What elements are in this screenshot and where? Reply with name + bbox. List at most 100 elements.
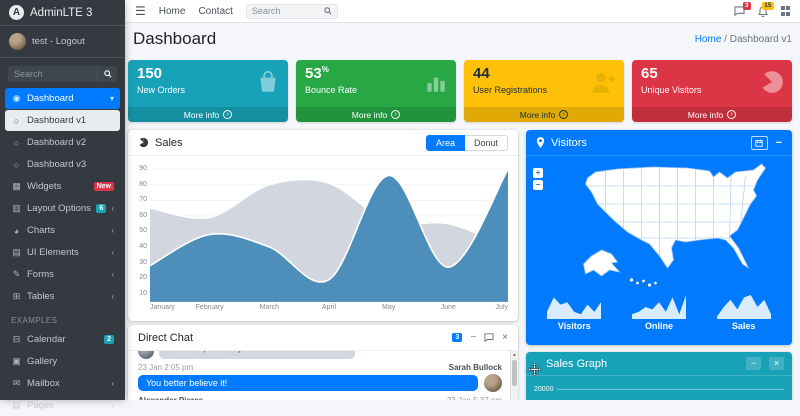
close-icon[interactable]: × — [769, 357, 784, 370]
sidebar-search-input[interactable] — [8, 66, 97, 82]
comments-icon[interactable]: 3 — [734, 6, 745, 16]
scrollbar[interactable]: ▲ — [510, 351, 518, 400]
calendar-tool-button[interactable] — [751, 136, 768, 150]
sidebar-search — [8, 66, 117, 82]
online-sparkline — [632, 293, 686, 319]
stats-bars-icon — [423, 69, 449, 95]
sidebar-item-dashboard-v2[interactable]: ○ Dashboard v2 — [5, 132, 120, 153]
sidebar-search-button[interactable] — [97, 66, 117, 82]
chevron-left-icon: ‹ — [111, 248, 114, 257]
search-icon[interactable] — [324, 7, 332, 15]
map-marker-icon — [536, 137, 545, 148]
y-tick-label: 80 — [139, 181, 147, 188]
x-tick-label: June — [441, 304, 456, 311]
visitors-footer-stats: Visitors Online Sales — [526, 291, 792, 335]
sidebar-item-pages[interactable]: ▤ Pages ‹ — [5, 395, 120, 416]
page-header: Dashboard Home / Dashboard v1 — [133, 29, 792, 49]
chat-count-badge: 3 — [452, 333, 462, 342]
content-area: Dashboard Home / Dashboard v1 150 New Or… — [125, 23, 800, 400]
chat-timestamp: 23 Jan 2:05 pm — [138, 363, 193, 372]
direct-chat-card: Direct Chat 3 − × Is this template reall… — [128, 325, 518, 400]
search-icon — [104, 70, 112, 78]
scrollbar-thumb[interactable] — [512, 360, 517, 386]
sidebar-item-gallery[interactable]: ▣ Gallery — [5, 351, 120, 372]
sidebar-item-widgets[interactable]: ▦ Widgets New — [5, 176, 120, 197]
donut-chart-button[interactable]: Donut — [465, 135, 508, 151]
collapse-button[interactable]: − — [470, 333, 476, 343]
navbar-search-input[interactable] — [252, 6, 320, 16]
hawaii-shape — [630, 278, 657, 286]
copy-icon: ▥ — [11, 203, 22, 214]
map-zoom-out-button[interactable]: − — [533, 180, 543, 190]
sidebar-item-forms[interactable]: ✎ Forms ‹ — [5, 264, 120, 285]
stat-visitors: Visitors — [532, 293, 617, 331]
user-plus-icon — [589, 69, 617, 95]
info-box-bounce-rate: 53% Bounce Rate More info› — [296, 60, 456, 122]
user-registrations-more-info[interactable]: More info› — [464, 107, 624, 122]
unique-visitors-more-info[interactable]: More info› — [632, 107, 792, 122]
scroll-up-arrow-icon[interactable]: ▲ — [511, 352, 518, 358]
y-tick-label: 90 — [139, 165, 147, 172]
hamburger-menu-icon[interactable]: ☰ — [135, 5, 146, 17]
y-tick-label: 40 — [139, 243, 147, 250]
pie-chart-icon — [759, 69, 785, 95]
sidebar-item-dashboard-v1[interactable]: ○ Dashboard v1 — [5, 110, 120, 131]
y-tick-label: 20 — [139, 274, 147, 281]
bounce-rate-more-info[interactable]: More info› — [296, 107, 456, 122]
brand[interactable]: A AdminLTE 3 — [0, 0, 125, 26]
gridline — [557, 389, 784, 390]
sidebar: A AdminLTE 3 test - Logout ◉ Dashboard ▾… — [0, 0, 125, 400]
new-orders-more-info[interactable]: More info› — [128, 107, 288, 122]
sidebar-item-charts[interactable]: ◕ Charts ‹ — [5, 220, 120, 241]
breadcrumb-home[interactable]: Home — [695, 34, 722, 45]
sales-graph-title: Sales Graph — [546, 358, 607, 370]
collapse-button[interactable]: − — [746, 357, 761, 370]
user-panel[interactable]: test - Logout — [0, 26, 125, 58]
info-box-row: 150 New Orders More info› 53% Bounce Rat… — [128, 60, 792, 122]
circle-icon: ○ — [11, 138, 22, 148]
edit-icon: ✎ — [11, 269, 22, 280]
y-tick-label: 10 — [139, 290, 147, 297]
chevron-down-icon: ▾ — [110, 94, 114, 103]
y-tick-label: 60 — [139, 212, 147, 219]
image-icon: ▣ — [11, 356, 22, 367]
sidebar-item-dashboard-v3[interactable]: ○ Dashboard v3 — [5, 154, 120, 175]
sidebar-item-mailbox[interactable]: ✉ Mailbox ‹ — [5, 373, 120, 394]
sidebar-item-layout-options[interactable]: ▥ Layout Options 6 ‹ — [5, 198, 120, 219]
map-zoom-in-button[interactable]: + — [533, 168, 543, 178]
sidebar-item-dashboard[interactable]: ◉ Dashboard ▾ — [5, 88, 120, 109]
y-tick-label: 50 — [139, 227, 147, 234]
chat-sender-name: Alexander Pierce — [138, 396, 203, 400]
fullscreen-icon[interactable] — [781, 6, 791, 16]
info-box-user-registrations: 44 User Registrations More info› — [464, 60, 624, 122]
navbar-search — [246, 4, 338, 19]
calendar-icon — [755, 139, 763, 147]
sidebar-item-ui-elements[interactable]: ▤ UI Elements ‹ — [5, 242, 120, 263]
move-cursor-icon — [528, 363, 541, 376]
sidebar-section-label: EXAMPLES — [0, 308, 125, 328]
chat-messages[interactable]: Is this template really for free? That's… — [128, 351, 518, 400]
chat-contacts-icon[interactable] — [484, 333, 494, 342]
sidebar-item-tables[interactable]: ⊞ Tables ‹ — [5, 286, 120, 307]
comments-badge: 3 — [743, 2, 751, 10]
usa-map: + − — [526, 156, 792, 291]
calendar-count-badge: 2 — [104, 335, 114, 344]
navbar-link-contact[interactable]: Contact — [198, 6, 232, 17]
brand-text: AdminLTE 3 — [30, 7, 92, 19]
bell-icon[interactable]: 15 — [758, 6, 768, 17]
shopping-bag-icon — [255, 69, 281, 95]
top-navbar: ☰ Home Contact 3 15 — [125, 0, 800, 23]
pie-chart-icon: ◕ — [11, 226, 22, 236]
area-chart-button[interactable]: Area — [426, 135, 465, 151]
tachometer-icon: ◉ — [11, 93, 22, 104]
navbar-link-home[interactable]: Home — [159, 6, 186, 17]
user-avatar — [9, 33, 26, 50]
th-grid-icon: ▦ — [11, 181, 22, 192]
close-icon[interactable]: × — [502, 333, 508, 343]
usa-map-svg[interactable] — [554, 156, 786, 291]
collapse-button[interactable]: − — [776, 137, 782, 149]
chevron-left-icon: ‹ — [111, 401, 114, 410]
sales-card-title: Sales — [155, 137, 183, 149]
sidebar-item-calendar[interactable]: ⊟ Calendar 2 — [5, 329, 120, 350]
